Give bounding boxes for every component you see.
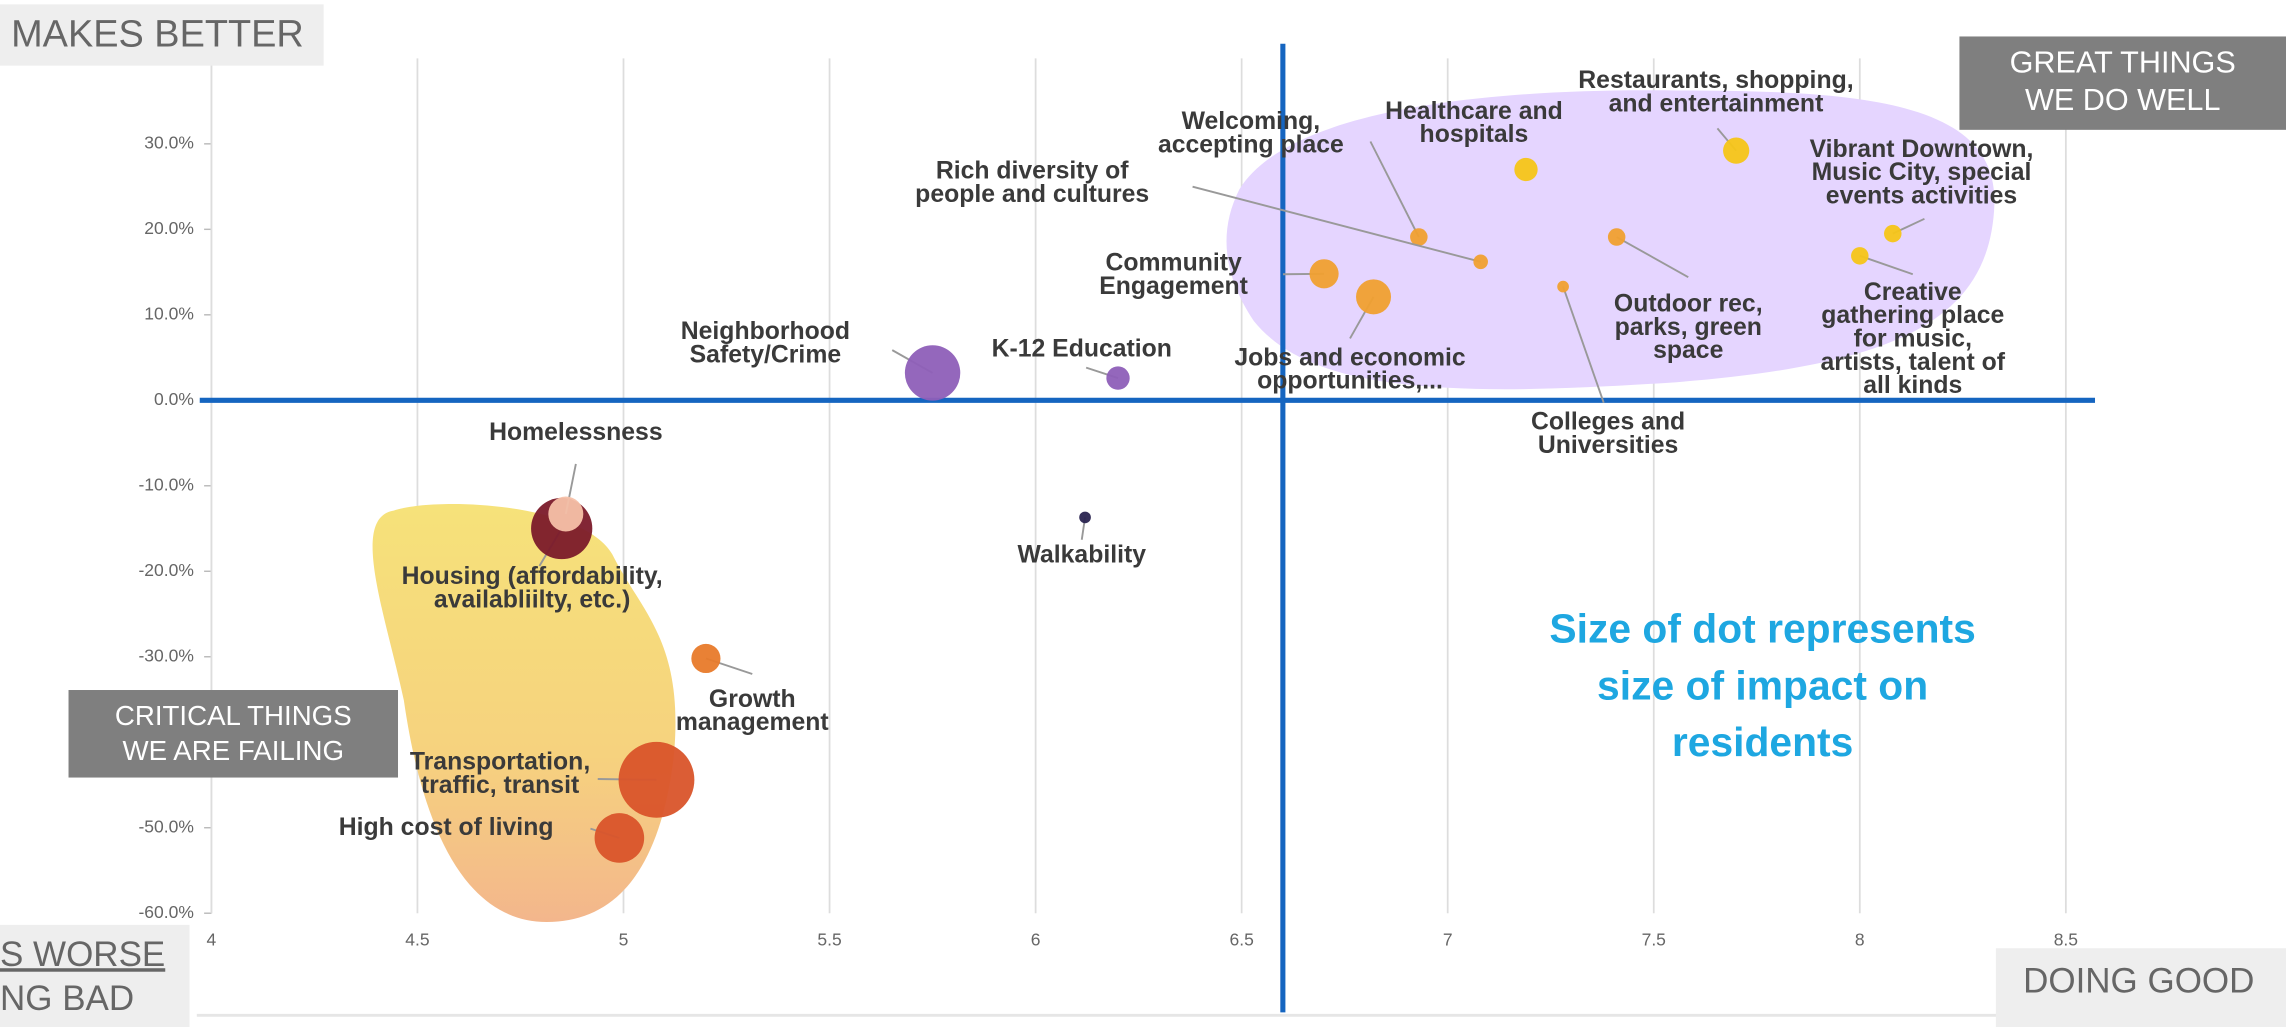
bubble (1723, 137, 1750, 164)
point-label: parks, green (1615, 314, 1762, 341)
point-label: Rich diversity of (936, 158, 1129, 185)
point-label: Welcoming, (1182, 108, 1321, 135)
point-label: Safety/Crime (690, 341, 841, 368)
x-tick-label: 7.5 (1642, 930, 1666, 950)
point-label: K-12 Education (992, 336, 1172, 363)
quadrant-label: CRITICAL THINGS (115, 700, 352, 731)
point-label: all kinds (1863, 372, 1962, 399)
quadrant-label: GREAT THINGS (2010, 45, 2236, 79)
cluster-shape (372, 503, 676, 922)
point-label: Creative (1864, 279, 1962, 306)
point-label: High cost of living (339, 814, 554, 841)
quadrant-label: S WORSE (0, 935, 165, 974)
point-label: Vibrant Downtown, (1810, 136, 2034, 163)
leader-line (1616, 236, 1689, 279)
point-label: traffic, transit (421, 772, 579, 799)
point-label: Healthcare and (1385, 98, 1563, 125)
quadrant-box (1959, 36, 2286, 130)
bubble (1473, 254, 1488, 270)
bubble (1514, 157, 1538, 182)
bubble (691, 643, 721, 674)
leader-line (1859, 254, 1914, 276)
point-label: Neighborhood (681, 318, 850, 345)
point-label: Jobs and economic (1234, 344, 1465, 371)
bubble (1884, 224, 1902, 243)
x-tick-label: 7 (1443, 930, 1453, 950)
point-label: Colleges and (1531, 409, 1685, 436)
y-tick-label: 30.0% (144, 132, 194, 152)
point-label: accepting place (1158, 131, 1344, 158)
point-label: Universities (1538, 432, 1678, 459)
bubble (618, 741, 695, 818)
y-tick-label: 10.0% (144, 303, 194, 323)
y-tick-label: -30.0% (138, 645, 193, 665)
point-label: Outdoor rec, (1614, 290, 1763, 317)
bubble (548, 496, 584, 532)
x-tick-label: 4.5 (405, 930, 429, 950)
bubble (1851, 247, 1869, 265)
bubble (594, 813, 645, 863)
x-tick-label: 5 (619, 930, 629, 950)
bubble (904, 345, 961, 401)
point-label: Engagement (1099, 273, 1248, 300)
y-tick-label: 0.0% (154, 389, 194, 409)
point-label: Community (1105, 250, 1241, 277)
x-tick-label: 8 (1855, 930, 1865, 950)
x-tick-label: 4 (207, 930, 217, 950)
quadrant-box (0, 4, 324, 66)
quadrant-box (1995, 948, 2286, 1027)
x-tick-label: 8.5 (2054, 930, 2078, 950)
point-label: events activities (1826, 182, 2017, 209)
y-tick-label: -10.0% (138, 474, 193, 494)
point-label: Housing (affordability, (402, 563, 663, 590)
y-tick-label: 20.0% (144, 218, 194, 238)
y-tick-label: -60.0% (138, 902, 193, 922)
point-label: Growth (709, 686, 796, 713)
quadrant-label: DOING GOOD (2023, 961, 2254, 1000)
bubble (1607, 228, 1626, 246)
leader-line (1192, 185, 1481, 263)
point-label: management (676, 709, 829, 736)
annotation: size of impact on (1597, 662, 1928, 708)
x-tick-label: 6.5 (1229, 930, 1253, 950)
y-tick-label: -50.0% (138, 816, 193, 836)
point-label: opportunities,... (1257, 368, 1443, 395)
leader-line (1369, 141, 1420, 238)
point-label: gathering place (1821, 302, 2004, 329)
x-tick-label: 6 (1031, 930, 1041, 950)
quadrant-box (0, 924, 190, 1027)
point-label: availabliilty, etc.) (434, 587, 630, 614)
quadrant-label: NG BAD (0, 979, 134, 1018)
bubble (1557, 280, 1569, 293)
y-tick-label: -20.0% (138, 560, 193, 580)
point-label: and entertainment (1609, 91, 1824, 118)
bubble (1410, 228, 1428, 246)
point-label: Music City, special (1812, 159, 2032, 186)
point-label: Homelessness (489, 419, 663, 446)
bubble (1309, 259, 1339, 289)
annotation: residents (1672, 719, 1853, 765)
point-label: Transportation, (410, 748, 590, 775)
leader-line (1562, 286, 1605, 403)
point-label: Restaurants, shopping, (1578, 67, 1853, 94)
quadrant-box (68, 690, 399, 778)
point-label: people and cultures (915, 181, 1149, 208)
quadrant-label: MAKES BETTER (11, 13, 304, 55)
point-label: Walkability (1018, 541, 1147, 568)
point-label: for music, (1854, 325, 1972, 352)
bubble (1106, 366, 1130, 390)
bubble (1079, 511, 1091, 524)
annotation: Size of dot represents (1549, 605, 1975, 651)
bubble (1356, 279, 1392, 315)
point-label: artists, talent of (1821, 349, 2006, 376)
quadrant-label: WE DO WELL (2025, 83, 2221, 117)
quadrant-label: WE ARE FAILING (123, 735, 344, 766)
point-label: hospitals (1420, 121, 1529, 148)
x-tick-label: 5.5 (817, 930, 841, 950)
point-label: space (1653, 337, 1723, 364)
